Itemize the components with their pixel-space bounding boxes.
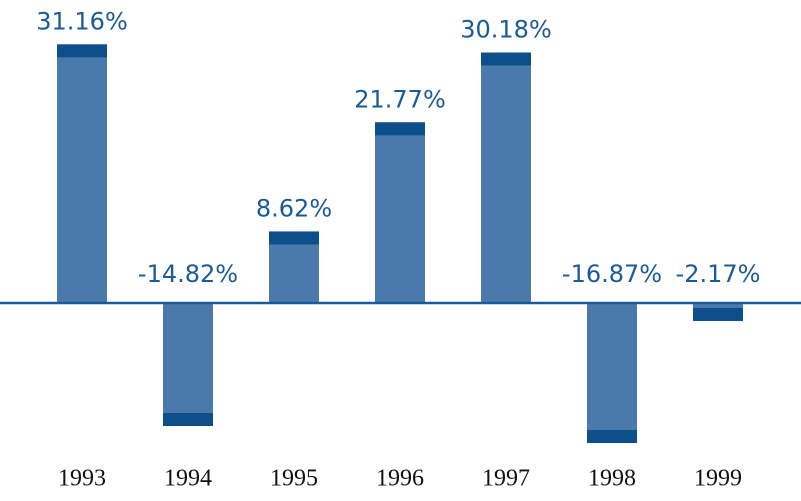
x-tick-label: 1997 (482, 466, 530, 492)
bar-body (481, 52, 531, 304)
value-label: -2.17% (676, 260, 761, 288)
bar (269, 231, 319, 303)
value-label: 30.18% (460, 16, 552, 44)
bar-cap (587, 430, 637, 444)
value-label: -14.82% (138, 260, 238, 288)
bar-body (375, 122, 425, 304)
x-tick-label: 1996 (376, 466, 424, 492)
x-tick-label: 1998 (588, 466, 636, 492)
bar-cap (693, 308, 743, 322)
value-label: 21.77% (354, 85, 446, 113)
x-tick-label: 1993 (58, 466, 106, 492)
bar (481, 52, 531, 304)
bar (163, 303, 213, 427)
bar-cap (163, 413, 213, 427)
bar-cap (269, 231, 319, 245)
x-tick-label: 1999 (694, 466, 742, 492)
bar-cap (375, 122, 425, 136)
bar-cap (481, 52, 531, 66)
bar (57, 44, 107, 303)
bar-cap (57, 44, 107, 58)
bar-body (587, 303, 637, 444)
bar-body (163, 303, 213, 427)
bar-body (57, 44, 107, 303)
x-tick-label: 1994 (164, 466, 212, 492)
value-label: -16.87% (562, 260, 662, 288)
value-label: 31.16% (36, 7, 128, 35)
value-label: 8.62% (256, 194, 332, 222)
bar (587, 303, 637, 444)
bar (375, 122, 425, 304)
bar (693, 303, 743, 322)
x-tick-label: 1995 (270, 466, 318, 492)
